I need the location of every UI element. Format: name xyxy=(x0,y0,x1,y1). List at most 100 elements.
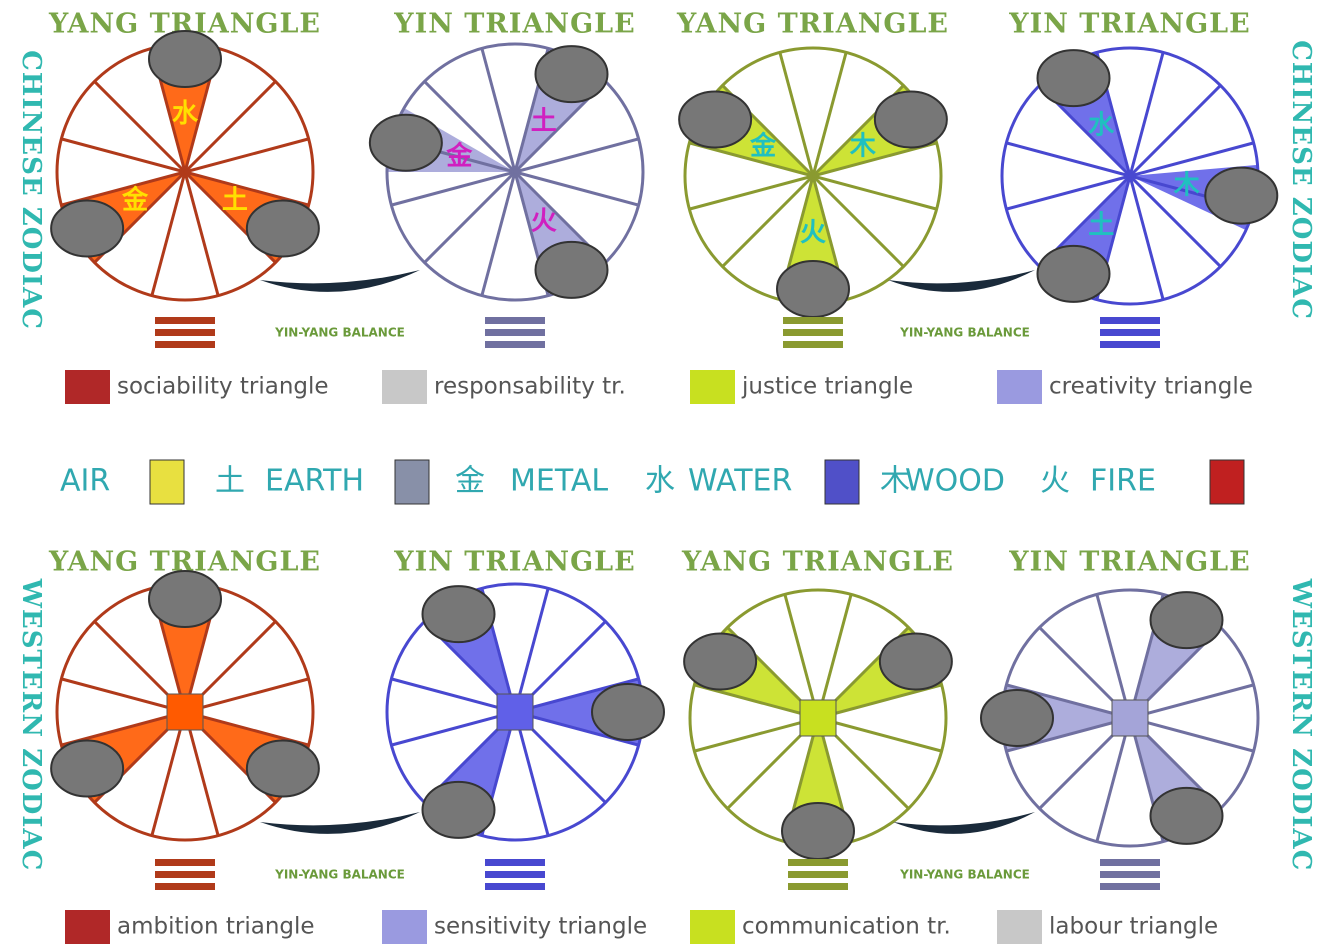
zodiac-animal xyxy=(683,632,758,691)
zodiac-animal xyxy=(1204,166,1279,225)
wheel-spoke xyxy=(783,593,820,719)
wheel-spoke xyxy=(390,170,516,207)
trigram-line xyxy=(155,871,215,878)
wheel-spoke xyxy=(1128,51,1165,177)
legend-text: communication tr. xyxy=(742,914,951,940)
wheel-title: YIN TRIANGLE xyxy=(393,9,635,40)
wheel-spoke xyxy=(480,171,517,297)
trigram-line xyxy=(155,859,215,866)
trigram-line xyxy=(155,329,215,336)
zodiac-animal xyxy=(148,570,222,628)
wheel-glyph: 土 xyxy=(1088,210,1114,240)
wheel-spoke xyxy=(60,170,186,207)
wheel-spoke xyxy=(817,683,943,720)
zodiac-animal xyxy=(776,260,850,318)
zodiac-animal xyxy=(678,90,753,149)
trigram-line xyxy=(485,329,545,336)
legend-text: sociability triangle xyxy=(117,374,329,400)
balance-beam xyxy=(260,270,420,292)
legend-swatch xyxy=(382,910,427,944)
wheel-spoke xyxy=(1129,683,1255,720)
zodiac-animal xyxy=(368,113,443,172)
wheel-spoke xyxy=(480,47,517,173)
wheel-spoke xyxy=(513,711,550,837)
wheel-glyph: 土 xyxy=(222,185,248,215)
wheel-spoke xyxy=(183,711,220,837)
wheel-glyph: 土 xyxy=(531,107,557,137)
zodiac-animal xyxy=(781,802,855,860)
legend-text: creativity triangle xyxy=(1049,374,1253,400)
zodiac-animal xyxy=(1149,786,1224,845)
legend-swatch xyxy=(997,370,1042,404)
element-glyph: 水 xyxy=(645,464,675,499)
wheel-glyph: 水 xyxy=(172,99,199,129)
wheel-glyph: 火 xyxy=(800,218,826,248)
element-label: EARTH xyxy=(265,464,364,499)
balance-beam xyxy=(893,812,1035,834)
wheel-title: YANG TRIANGLE xyxy=(681,547,954,578)
center-element xyxy=(799,699,837,737)
element-icon xyxy=(394,459,430,505)
legend-swatch xyxy=(65,910,110,944)
legend-text: labour triangle xyxy=(1049,914,1218,940)
wheel-spoke xyxy=(1095,593,1132,719)
side-label: CHINESE ZODIAC xyxy=(16,50,46,330)
wheel-spoke xyxy=(688,141,814,178)
zodiac-animal xyxy=(50,199,125,258)
wheel-spoke xyxy=(816,593,853,719)
wheel-glyph: 金 xyxy=(445,141,473,172)
wheel-title: YIN TRIANGLE xyxy=(1008,547,1250,578)
trigram-line xyxy=(155,317,215,324)
element-label: METAL xyxy=(510,464,608,499)
wheel-title: YANG TRIANGLE xyxy=(676,9,949,40)
legend-swatch xyxy=(690,910,735,944)
trigram-line xyxy=(788,871,848,878)
wheel-glyph: 金 xyxy=(121,184,149,215)
element-glyph: 火 xyxy=(1040,464,1070,499)
wheel-spoke xyxy=(514,170,640,207)
legend-swatch xyxy=(690,370,735,404)
balance-label: YIN-YANG BALANCE xyxy=(274,326,405,340)
trigram-line xyxy=(485,859,545,866)
wheel-spoke xyxy=(1005,174,1131,211)
balance-label: YIN-YANG BALANCE xyxy=(274,868,405,882)
legend-swatch xyxy=(997,910,1042,944)
wheel-title: YIN TRIANGLE xyxy=(393,547,635,578)
trigram-line xyxy=(783,317,843,324)
wheel-spoke xyxy=(1095,717,1132,843)
balance-label: YIN-YANG BALANCE xyxy=(899,868,1030,882)
center-element xyxy=(166,693,204,731)
wheel-spoke xyxy=(60,710,186,747)
wheel-glyph: 金 xyxy=(749,131,777,162)
wheel-spoke xyxy=(721,174,815,268)
wheel-spoke xyxy=(1128,174,1222,268)
zodiac-animal xyxy=(421,585,496,644)
zodiac-animal xyxy=(1036,49,1111,108)
trigram-line xyxy=(1100,859,1160,866)
wheel-spoke xyxy=(514,137,640,174)
wheel-spoke xyxy=(811,174,905,268)
zodiac-animal xyxy=(878,632,953,691)
trigram-line xyxy=(1100,883,1160,890)
wheel-glyph: 火 xyxy=(531,206,557,236)
zodiac-animal xyxy=(245,739,320,798)
wheel-spoke xyxy=(1128,84,1222,178)
trigram-line xyxy=(155,341,215,348)
wheel-spoke xyxy=(423,170,517,264)
wheel-spoke xyxy=(817,716,943,753)
trigram-line xyxy=(783,329,843,336)
trigram-line xyxy=(1100,341,1160,348)
wheel-spoke xyxy=(1005,141,1131,178)
side-label: CHINESE ZODIAC xyxy=(1286,40,1316,320)
wheel-spoke xyxy=(693,716,819,753)
zodiac-animal xyxy=(421,780,496,839)
zodiac-animal xyxy=(1149,591,1224,650)
element-label: FIRE xyxy=(1090,464,1156,499)
wheel-spoke xyxy=(184,677,310,714)
wheel-spoke xyxy=(390,677,516,714)
wheel-spoke xyxy=(390,710,516,747)
wheel-spoke xyxy=(513,587,550,713)
legend-text: ambition triangle xyxy=(117,914,315,940)
legend-text: sensitivity triangle xyxy=(434,914,647,940)
element-label: WOOD xyxy=(905,464,1005,499)
